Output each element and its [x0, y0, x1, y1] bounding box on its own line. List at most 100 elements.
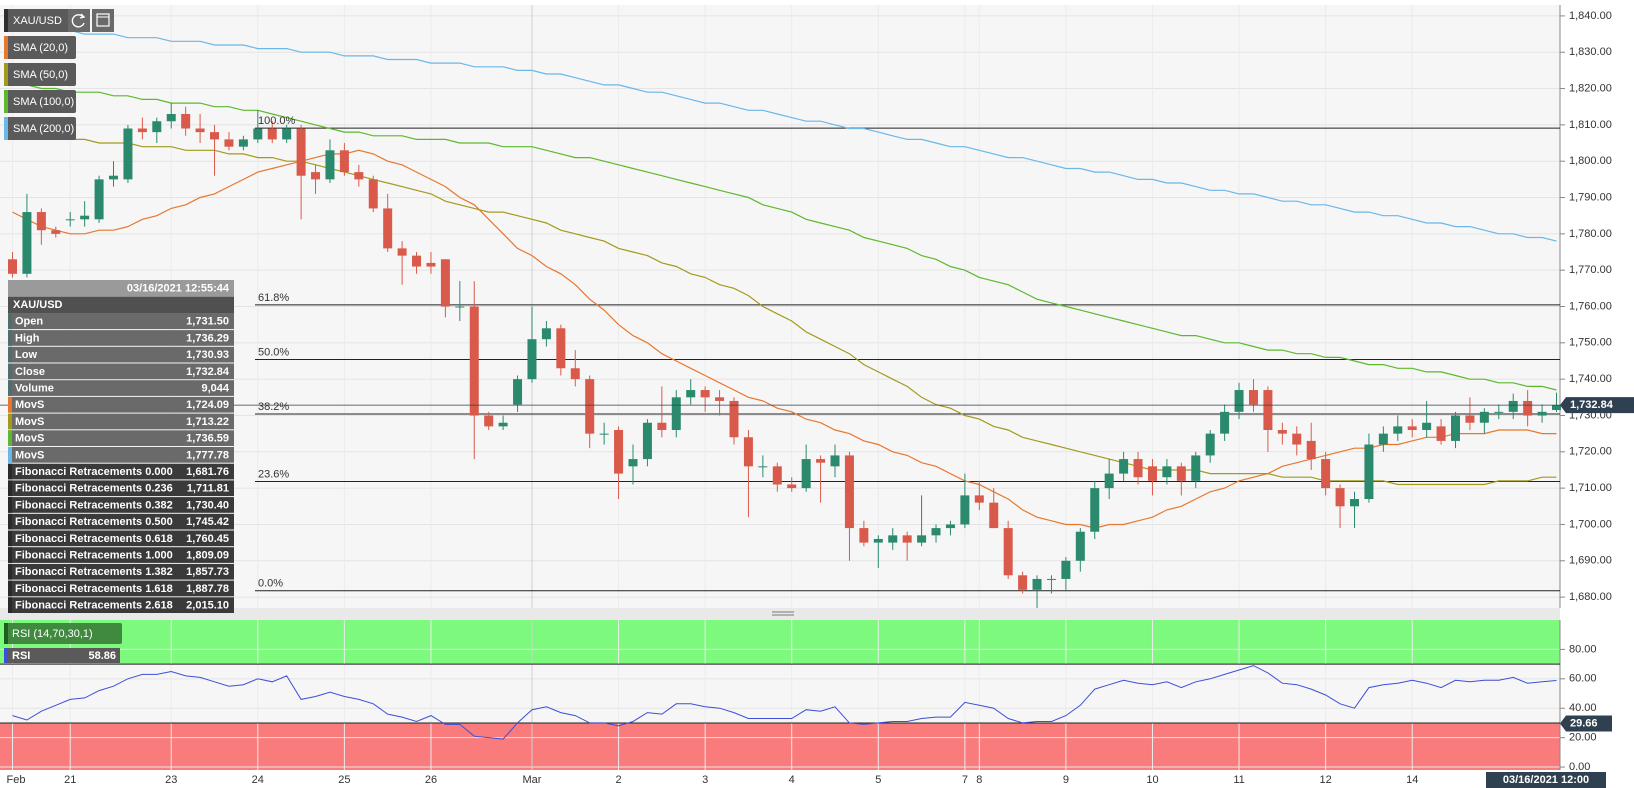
rsi-name: RSI: [12, 650, 30, 662]
candle-body: [51, 230, 61, 234]
info-label: Close: [15, 366, 45, 378]
info-row: [8, 597, 234, 613]
info-row: [8, 363, 234, 380]
info-row: [8, 413, 234, 430]
candle-body: [541, 328, 551, 340]
calendar-button[interactable]: [92, 9, 114, 32]
marks: [0, 26, 1562, 740]
last-price-box: [1560, 397, 1634, 414]
overlay: XAU/USD 1,680.00 1,690.00 1,700.00 1,710.00…: [0, 9, 1634, 788]
legend-badge[interactable]: [4, 117, 76, 140]
candle-body: [1393, 426, 1403, 434]
candle-body: [498, 422, 508, 427]
info-label: Fibonacci Retracements 1.000: [15, 549, 173, 561]
candle-body: [1321, 459, 1331, 489]
sma-line: [12, 84, 1557, 391]
rsi-value-stripe: [4, 648, 8, 663]
x-tick-label: 14: [1406, 774, 1418, 786]
info-row-stripe: [8, 430, 12, 446]
legend-badge[interactable]: [4, 63, 76, 86]
legend-badge-text: SMA (200,0): [13, 123, 74, 135]
candle-body: [1205, 433, 1215, 456]
candle-body: [1552, 405, 1562, 411]
candle-body: [1537, 411, 1547, 416]
info-row: [8, 463, 234, 480]
x-tick-label: 4: [789, 774, 795, 786]
candle-body: [65, 219, 75, 221]
legend-badge[interactable]: [4, 36, 76, 59]
info-row-stripe: [8, 363, 12, 380]
info-value: 2,015.10: [186, 600, 229, 612]
info-row: [8, 330, 234, 346]
legend-badge-stripe: [4, 117, 8, 140]
candle-body: [1465, 415, 1475, 423]
info-row-stripe: [8, 413, 12, 430]
candle-body: [426, 262, 436, 267]
info-row-stripe: [8, 547, 12, 563]
rsi-title-badge[interactable]: [4, 623, 122, 644]
y-tick-label: 1,770.00: [1569, 264, 1612, 276]
oversold-zone: [0, 722, 1560, 770]
candle-body: [1479, 411, 1489, 423]
calendar-icon: [96, 13, 110, 27]
symbol-stripe: [4, 9, 8, 32]
candle-body: [1090, 488, 1100, 532]
candle-body: [383, 208, 393, 249]
candle-body: [1061, 560, 1071, 579]
legend-badge[interactable]: [4, 90, 76, 113]
candle-body: [1147, 466, 1157, 481]
candle-body: [642, 422, 652, 460]
info-value: 1,681.76: [186, 466, 229, 478]
panel-divider[interactable]: [0, 608, 1560, 620]
x-tick-label: 25: [338, 774, 350, 786]
candle-body: [1349, 499, 1359, 507]
y-tick-label: 1,720.00: [1569, 446, 1612, 458]
candle-body: [412, 255, 422, 267]
info-row: [8, 513, 234, 530]
info-row: [8, 563, 234, 580]
candle-body: [1119, 459, 1129, 474]
candle-body: [1234, 390, 1244, 412]
y-tick-label: 1,810.00: [1569, 119, 1612, 131]
candle-body: [830, 455, 840, 467]
candle-body: [1046, 578, 1056, 580]
info-value: 1,809.09: [186, 549, 229, 561]
rsi-line: [12, 665, 1557, 740]
info-value: 1,730.40: [186, 499, 229, 511]
candle-body: [816, 459, 826, 463]
candle-body: [1436, 426, 1446, 441]
y-tick-label: 1,750.00: [1569, 337, 1612, 349]
fib-label: 0.0%: [258, 578, 283, 590]
rsi-cursor-box: [1560, 715, 1612, 732]
info-row: [8, 480, 234, 497]
candle-body: [686, 390, 696, 398]
info-value: 1,730.93: [186, 349, 229, 361]
info-value: 1,745.42: [186, 516, 229, 528]
info-label: MovS: [15, 449, 44, 461]
candle-body: [657, 422, 667, 431]
candle-body: [1248, 390, 1258, 405]
candle-body: [743, 437, 753, 467]
candle-body: [772, 466, 782, 485]
legend-badge-stripe: [4, 36, 8, 59]
symbol-text: XAU/USD: [13, 15, 62, 27]
candle-body: [960, 495, 970, 525]
cursor-time-box: [1486, 772, 1606, 788]
x-tick-label: 21: [64, 774, 76, 786]
candle-body: [945, 524, 955, 529]
legend-badge-text: SMA (50,0): [13, 69, 68, 81]
info-label: Fibonacci Retracements 0.500: [15, 516, 173, 528]
info-label: MovS: [15, 433, 44, 445]
fib-label: 23.6%: [258, 468, 289, 480]
x-tick-label: 26: [425, 774, 437, 786]
candle-body: [599, 433, 609, 435]
y-tick-label: 40.00: [1569, 702, 1597, 714]
x-tick-label: Mar: [523, 774, 542, 786]
refresh-button[interactable]: [68, 9, 90, 32]
candle-body: [238, 139, 248, 147]
y-tick-label: 1,680.00: [1569, 591, 1612, 603]
info-label: Fibonacci Retracements 1.382: [15, 566, 173, 578]
sma-line: [12, 131, 1557, 486]
info-value: 1,731.50: [186, 316, 229, 328]
cursor-time-label: 03/16/2021 12:00: [1503, 774, 1589, 786]
